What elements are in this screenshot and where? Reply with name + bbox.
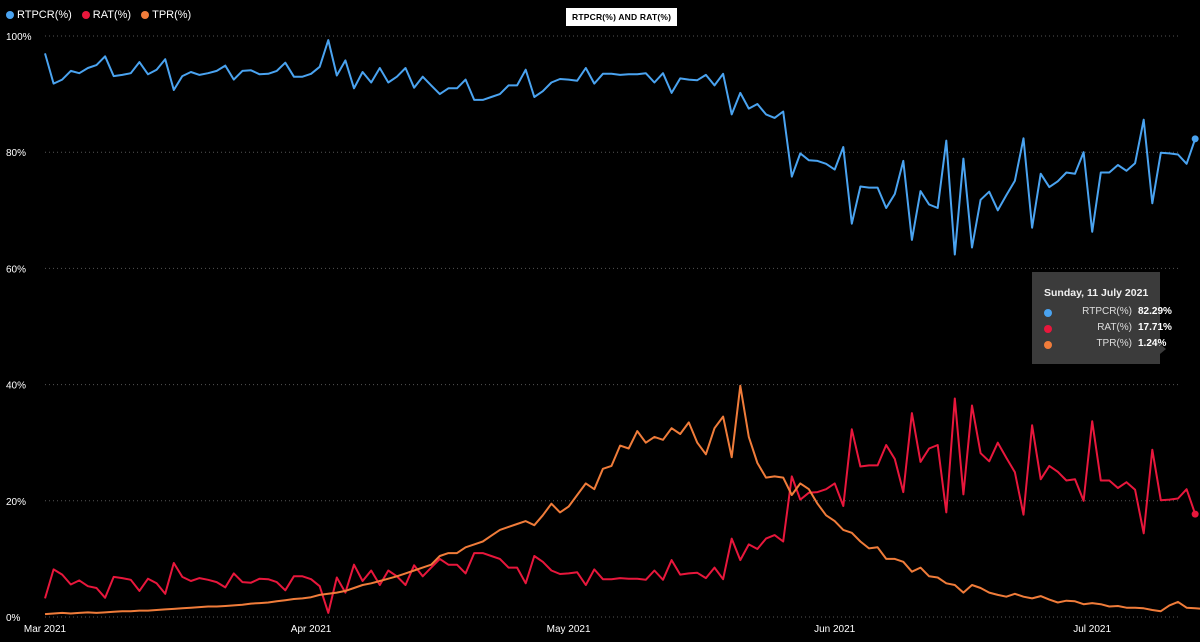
data-point-rtpcr [1191,135,1199,143]
series-line-rtpcr [44,39,1197,256]
x-tick-label: Mar 2021 [24,624,67,635]
tooltip-name-rat: RAT(%) [1097,322,1132,333]
x-tick-label: Apr 2021 [291,624,332,635]
legend-item-rtpcr[interactable]: RTPCR(%) [6,9,72,21]
legend-label-rat: RAT(%) [92,9,132,21]
tooltip-marker-rat [1044,325,1052,333]
tooltip-marker-tpr [1044,341,1052,349]
y-tick-label: 80% [6,148,26,159]
tooltip-row-tpr: TPR(%) 1.24% [1032,338,1166,352]
tooltip-row-rtpcr: RTPCR(%) 82.29% [1032,306,1172,320]
tooltip-marker-rtpcr [1044,309,1052,317]
legend-marker-rat [81,11,90,19]
legend-label-tpr: TPR(%) [152,9,192,21]
data-tooltip: Sunday, 11 July 2021 RTPCR(%) 82.29% RAT… [1032,272,1172,364]
legend-item-tpr[interactable]: TPR(%) [141,9,191,21]
x-tick-label: Jul 2021 [1073,624,1111,635]
y-tick-label: 20% [6,497,26,508]
legend-marker-tpr [141,11,150,19]
tooltip-name-tpr: TPR(%) [1096,338,1132,349]
y-tick-label: 60% [6,264,26,275]
chart-title: RTPCR(%) AND RAT(%) [566,8,678,26]
y-tick-label: 0% [6,613,21,624]
series-line-rat [44,397,1197,614]
data-point-rat [1191,510,1199,518]
x-tick-label: May 2021 [547,624,591,635]
legend-marker-rtpcr [6,11,14,19]
x-tick-label: Jun 2021 [814,624,856,635]
tooltip-row-rat: RAT(%) 17.71% [1032,322,1172,336]
tooltip-value-rat: 17.71% [1138,322,1172,333]
tooltip-value-tpr: 1.24% [1138,338,1167,349]
chart-legend: RTPCR(%) RAT(%) TPR(%) [6,9,191,21]
y-tick-label: 100% [6,32,32,43]
tooltip-value-rtpcr: 82.29% [1138,306,1172,317]
legend-label-rtpcr: RTPCR(%) [17,9,72,21]
legend-item-rat[interactable]: RAT(%) [81,9,132,21]
tooltip-name-rtpcr: RTPCR(%) [1082,306,1132,317]
tooltip-date: Sunday, 11 July 2021 [1044,287,1149,299]
series-line-tpr [44,384,1200,616]
y-tick-label: 40% [6,381,26,392]
